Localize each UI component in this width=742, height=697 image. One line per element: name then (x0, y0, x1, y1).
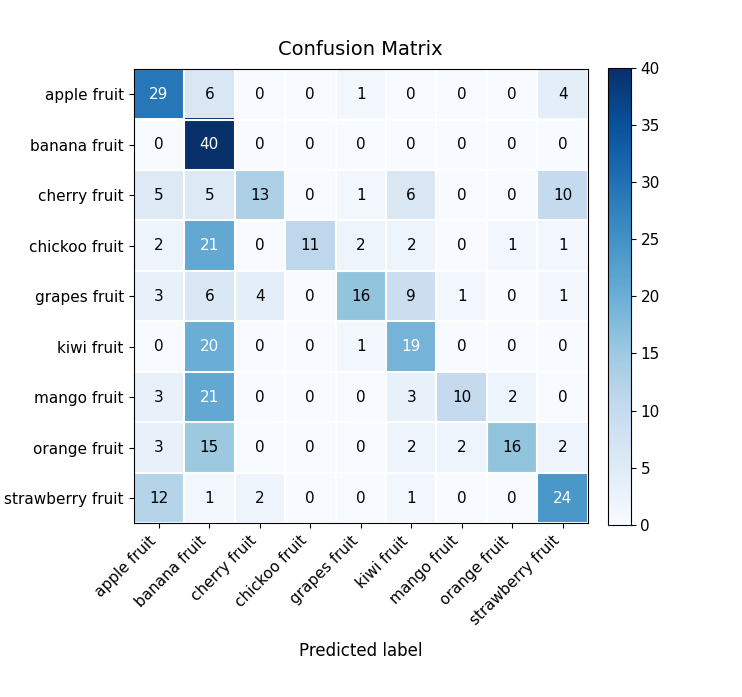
Text: 2: 2 (255, 491, 265, 506)
Text: 40: 40 (200, 137, 219, 152)
Text: 0: 0 (255, 86, 265, 102)
Text: 0: 0 (255, 137, 265, 152)
Text: 16: 16 (351, 289, 370, 304)
Text: 0: 0 (306, 289, 315, 304)
Text: 0: 0 (558, 339, 568, 354)
Text: 20: 20 (200, 339, 219, 354)
Text: 2: 2 (356, 238, 366, 253)
Text: 3: 3 (154, 289, 164, 304)
Text: 1: 1 (205, 491, 214, 506)
Text: 10: 10 (452, 390, 471, 405)
Text: 0: 0 (457, 238, 467, 253)
Text: 0: 0 (558, 390, 568, 405)
Text: 0: 0 (558, 137, 568, 152)
Text: 1: 1 (558, 238, 568, 253)
Text: 10: 10 (553, 187, 572, 203)
Text: 0: 0 (154, 339, 164, 354)
Text: 3: 3 (154, 441, 164, 455)
Text: 4: 4 (558, 86, 568, 102)
Text: 0: 0 (306, 187, 315, 203)
Text: 0: 0 (508, 339, 517, 354)
Text: 24: 24 (553, 491, 572, 506)
Text: 1: 1 (407, 491, 416, 506)
Text: 0: 0 (154, 137, 164, 152)
Text: 0: 0 (457, 187, 467, 203)
Text: 0: 0 (508, 491, 517, 506)
Text: 2: 2 (558, 441, 568, 455)
Text: 0: 0 (457, 86, 467, 102)
Text: 13: 13 (250, 187, 269, 203)
X-axis label: Predicted label: Predicted label (299, 642, 422, 660)
Text: 1: 1 (356, 187, 366, 203)
Text: 0: 0 (457, 137, 467, 152)
Text: 9: 9 (407, 289, 416, 304)
Text: 16: 16 (502, 441, 522, 455)
Text: 2: 2 (154, 238, 164, 253)
Text: 0: 0 (356, 390, 366, 405)
Text: 6: 6 (204, 289, 214, 304)
Text: 21: 21 (200, 390, 219, 405)
Text: 0: 0 (306, 339, 315, 354)
Text: 1: 1 (508, 238, 517, 253)
Text: 0: 0 (255, 441, 265, 455)
Text: 15: 15 (200, 441, 219, 455)
Text: 5: 5 (154, 187, 164, 203)
Text: 0: 0 (255, 339, 265, 354)
Text: 0: 0 (306, 491, 315, 506)
Text: 11: 11 (301, 238, 320, 253)
Text: 19: 19 (401, 339, 421, 354)
Text: 29: 29 (149, 86, 168, 102)
Text: 2: 2 (457, 441, 467, 455)
Text: 0: 0 (356, 137, 366, 152)
Text: 0: 0 (508, 86, 517, 102)
Text: 0: 0 (306, 390, 315, 405)
Text: 2: 2 (508, 390, 517, 405)
Text: 0: 0 (508, 289, 517, 304)
Text: 0: 0 (255, 390, 265, 405)
Text: 0: 0 (457, 491, 467, 506)
Text: 2: 2 (407, 238, 416, 253)
Text: 2: 2 (407, 441, 416, 455)
Text: 0: 0 (255, 238, 265, 253)
Text: 0: 0 (508, 187, 517, 203)
Text: 1: 1 (457, 289, 467, 304)
Text: 0: 0 (457, 339, 467, 354)
Text: 3: 3 (154, 390, 164, 405)
Text: 0: 0 (508, 137, 517, 152)
Text: 5: 5 (205, 187, 214, 203)
Text: 6: 6 (204, 86, 214, 102)
Text: 1: 1 (356, 339, 366, 354)
Text: 6: 6 (407, 187, 416, 203)
Text: 12: 12 (149, 491, 168, 506)
Text: 0: 0 (306, 441, 315, 455)
Text: 1: 1 (558, 289, 568, 304)
Text: 3: 3 (407, 390, 416, 405)
Text: 0: 0 (407, 137, 416, 152)
Title: Confusion Matrix: Confusion Matrix (278, 40, 443, 59)
Text: 1: 1 (356, 86, 366, 102)
Text: 0: 0 (306, 86, 315, 102)
Text: 0: 0 (407, 86, 416, 102)
Text: 4: 4 (255, 289, 265, 304)
Text: 0: 0 (356, 491, 366, 506)
Text: 0: 0 (356, 441, 366, 455)
Text: 0: 0 (306, 137, 315, 152)
Text: 21: 21 (200, 238, 219, 253)
